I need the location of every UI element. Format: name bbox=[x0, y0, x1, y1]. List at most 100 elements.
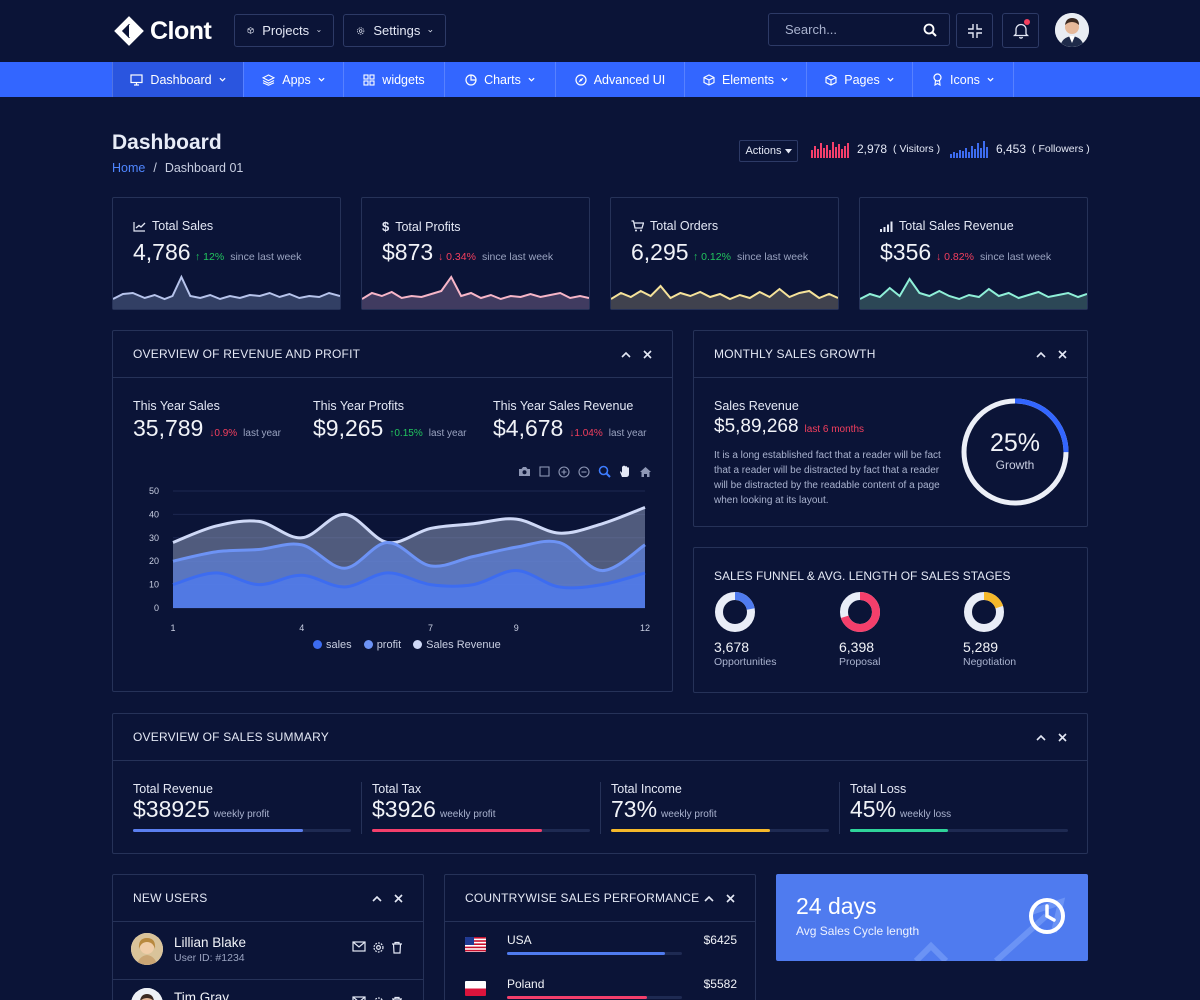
kpi-value: 6,295 bbox=[631, 239, 689, 265]
summary-sub: weekly profit bbox=[661, 809, 717, 820]
kpi-change-value: 12% bbox=[203, 251, 225, 263]
camera-icon[interactable] bbox=[518, 466, 531, 477]
chevron-up-icon[interactable] bbox=[1036, 734, 1046, 741]
stat-change: ↑0.15% bbox=[389, 428, 423, 439]
chevron-down-icon bbox=[428, 29, 433, 32]
zoom-in-icon[interactable] bbox=[558, 465, 570, 478]
select-box-icon[interactable] bbox=[539, 466, 550, 477]
mail-icon[interactable] bbox=[352, 941, 366, 952]
nav-item-widgets[interactable]: widgets bbox=[343, 62, 444, 97]
user-name: Lillian Blake bbox=[174, 935, 247, 950]
kpi-title-text: Total Profits bbox=[395, 219, 461, 234]
zoom-out-icon[interactable] bbox=[578, 465, 590, 478]
usa-flag-icon bbox=[465, 937, 486, 952]
stat-value: $9,265 bbox=[313, 415, 384, 441]
fullscreen-exit-button[interactable] bbox=[956, 13, 993, 48]
avatar-image bbox=[1055, 13, 1089, 47]
funnel-value: 5,289 bbox=[963, 639, 999, 655]
overview-stat-revenue: This Year Sales Revenue $4,678 ↓1.04% la… bbox=[493, 399, 647, 442]
stat-label: This Year Profits bbox=[313, 399, 405, 413]
summary-sub: weekly loss bbox=[900, 809, 952, 820]
legend-item-sales[interactable]: sales bbox=[313, 639, 352, 651]
projects-button[interactable]: Projects bbox=[234, 14, 334, 47]
growth-text: Growth bbox=[995, 458, 1035, 472]
stat-label: This Year Sales bbox=[133, 399, 220, 413]
dollar-icon: $ bbox=[382, 219, 390, 234]
kpi-since: since last week bbox=[979, 251, 1052, 263]
visitors-stat: 2,978 ( Visitors ) bbox=[811, 140, 940, 158]
box-icon bbox=[703, 73, 715, 86]
card-title: MONTHLY SALES GROWTH bbox=[714, 347, 876, 361]
user-row[interactable]: Tim Gray bbox=[113, 979, 423, 1000]
country-name: Poland bbox=[507, 977, 545, 991]
nav-item-charts[interactable]: Charts bbox=[444, 62, 555, 97]
country-value: $6425 bbox=[703, 933, 737, 947]
followers-stat: 6,453 ( Followers ) bbox=[950, 140, 1090, 158]
summary-item-total-revenue: Total Revenue $38925 weekly profit bbox=[133, 782, 351, 834]
nav-item-dashboard[interactable]: Dashboard bbox=[112, 62, 243, 97]
nav-label: widgets bbox=[382, 72, 425, 87]
close-icon[interactable] bbox=[726, 893, 735, 903]
summary-item-total-loss: Total Loss 45% weekly loss bbox=[850, 782, 1068, 834]
trash-icon[interactable] bbox=[391, 996, 403, 1000]
settings-button[interactable]: Settings bbox=[343, 14, 446, 47]
country-row-poland: Poland $5582 bbox=[465, 977, 737, 1000]
stat-label: This Year Sales Revenue bbox=[493, 399, 634, 413]
chevron-up-icon[interactable] bbox=[621, 351, 631, 358]
cube-icon bbox=[247, 27, 254, 34]
y-tick-label: 50 bbox=[149, 486, 159, 496]
hand-pan-icon[interactable] bbox=[619, 465, 631, 478]
legend-item-profit[interactable]: profit bbox=[363, 639, 401, 651]
y-tick-label: 20 bbox=[149, 556, 159, 566]
user-row[interactable]: Lillian Blake User ID: #1234 bbox=[113, 925, 423, 985]
donut-chart bbox=[715, 592, 755, 632]
search-input[interactable]: Search... bbox=[768, 13, 950, 46]
visitors-value: 2,978 bbox=[857, 142, 888, 156]
progress-track bbox=[507, 996, 682, 999]
card-title: COUNTRYWISE SALES PERFORMANCE bbox=[465, 891, 700, 905]
breadcrumb-home-link[interactable]: Home bbox=[112, 161, 146, 175]
search-icon[interactable] bbox=[923, 23, 937, 37]
close-icon[interactable] bbox=[1058, 732, 1067, 742]
revenue-profit-card: OVERVIEW OF REVENUE AND PROFIT This Year… bbox=[112, 330, 673, 692]
projects-label: Projects bbox=[262, 23, 310, 38]
kpi-card-total-orders: Total Orders 6,295 ↑ 0.12% since last we… bbox=[610, 197, 839, 310]
magnifier-icon[interactable] bbox=[598, 465, 611, 478]
y-tick-label: 40 bbox=[149, 509, 159, 519]
summary-label: Total Revenue bbox=[133, 782, 213, 796]
nav-item-elements[interactable]: Elements bbox=[684, 62, 806, 97]
gear-icon[interactable] bbox=[372, 941, 385, 954]
close-icon[interactable] bbox=[1058, 349, 1067, 359]
progress-track bbox=[133, 829, 351, 832]
search-placeholder: Search... bbox=[785, 22, 838, 37]
close-icon[interactable] bbox=[394, 893, 403, 903]
profile-avatar[interactable] bbox=[1055, 13, 1089, 47]
nav-item-apps[interactable]: Apps bbox=[243, 62, 343, 97]
legend-item-sales-revenue[interactable]: Sales Revenue bbox=[413, 639, 501, 651]
donut-chart bbox=[964, 592, 1004, 632]
mail-icon[interactable] bbox=[352, 996, 366, 1000]
actions-dropdown[interactable]: Actions bbox=[739, 140, 798, 162]
funnel-value: 3,678 bbox=[714, 639, 750, 655]
overview-stat-sales: This Year Sales 35,789 ↓0.9% last year bbox=[133, 399, 281, 442]
nav-item-icons[interactable]: Icons bbox=[912, 62, 1014, 97]
close-icon[interactable] bbox=[643, 349, 652, 359]
gear-icon[interactable] bbox=[372, 996, 385, 1000]
visitors-bar-sparkline bbox=[811, 142, 849, 158]
home-icon[interactable] bbox=[639, 466, 652, 478]
nav-label: Charts bbox=[484, 72, 521, 87]
caret-down-icon bbox=[784, 148, 792, 153]
trash-icon[interactable] bbox=[391, 941, 403, 954]
clock-icon bbox=[1029, 898, 1065, 934]
chevron-up-icon[interactable] bbox=[704, 895, 714, 902]
stat-change-value: 0.9% bbox=[214, 428, 238, 439]
logo[interactable]: Clont bbox=[114, 16, 212, 46]
nav-item-pages[interactable]: Pages bbox=[806, 62, 912, 97]
line-profit bbox=[172, 539, 646, 573]
chevron-up-icon[interactable] bbox=[1036, 351, 1046, 358]
notifications-button[interactable] bbox=[1002, 13, 1039, 48]
grid-icon bbox=[363, 73, 375, 86]
chevron-up-icon[interactable] bbox=[372, 895, 382, 902]
divider bbox=[600, 782, 601, 834]
nav-item-advanced-ui[interactable]: Advanced UI bbox=[555, 62, 684, 97]
